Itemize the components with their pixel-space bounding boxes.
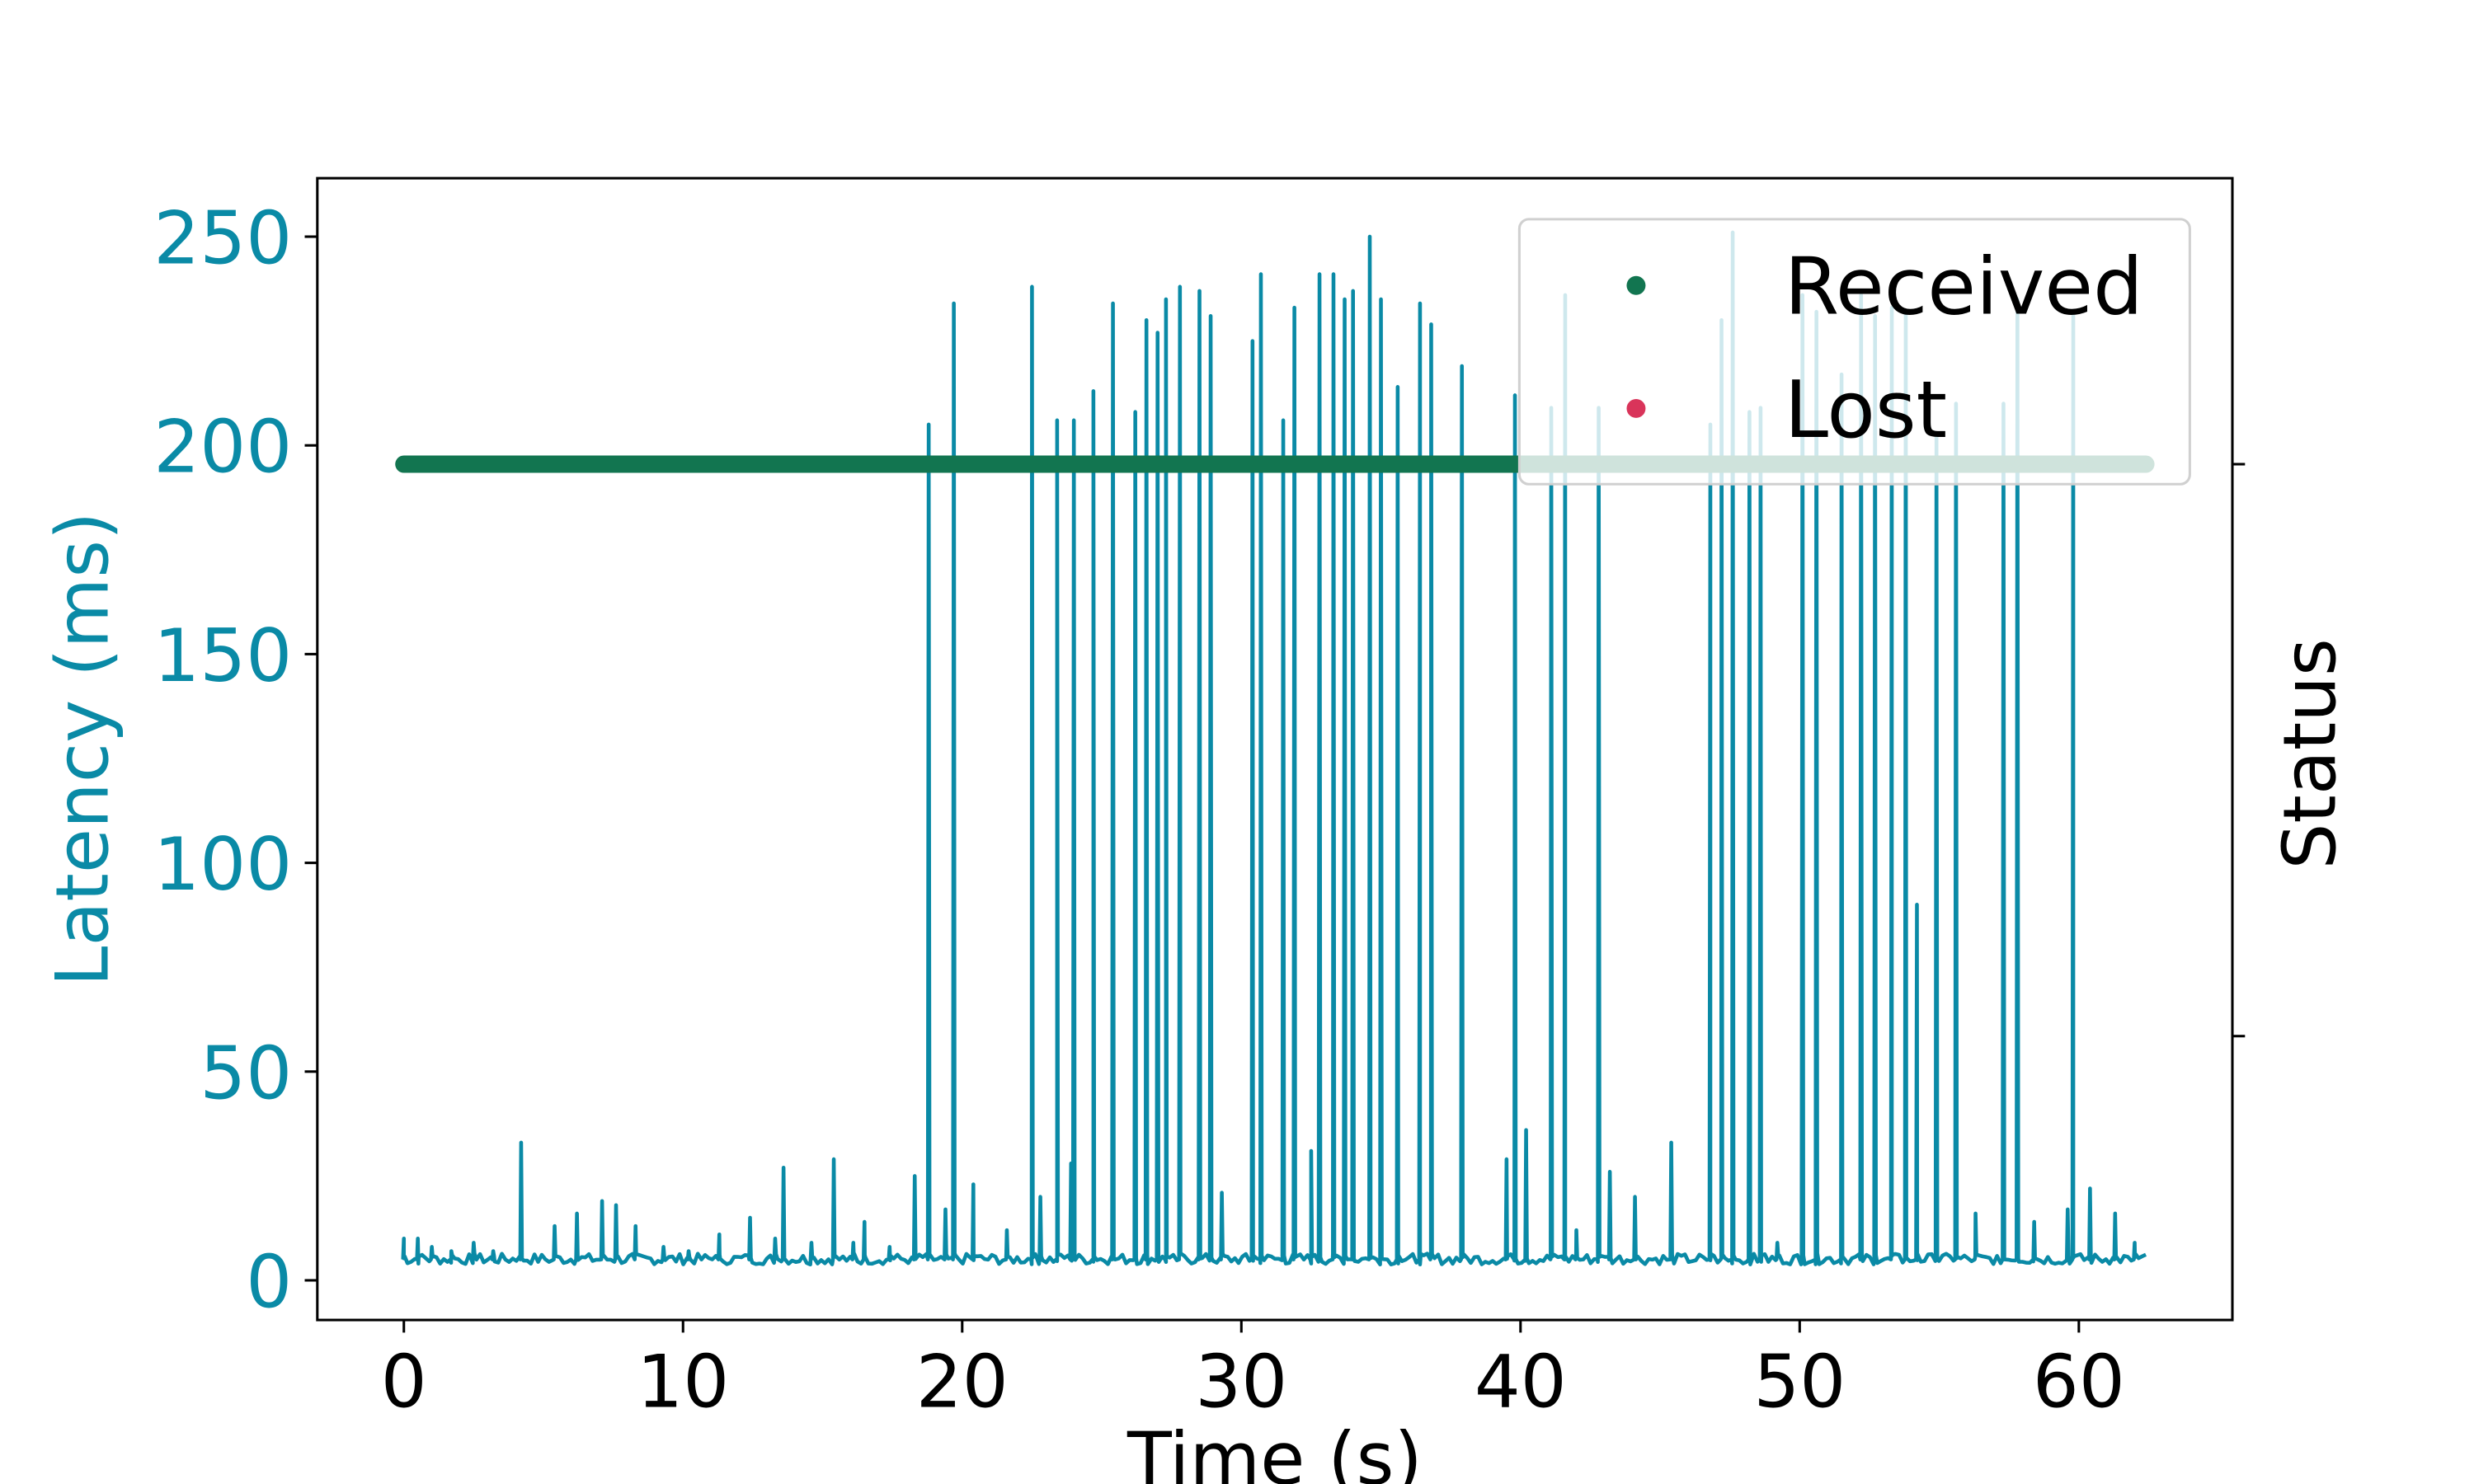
x-axis: 0 10 20 30 40 50 60	[381, 1320, 2125, 1424]
y-axis-left: 0 50 100 150 200 250	[153, 196, 317, 1324]
x-tick-label: 30	[1195, 1339, 1287, 1424]
legend-received-label: Received	[1785, 241, 2143, 333]
y-axis-right	[2232, 463, 2246, 1038]
x-axis-label: Time (s)	[1126, 1416, 1423, 1484]
y-tick-label: 250	[153, 196, 292, 281]
x-tick-label: 50	[1753, 1339, 1846, 1424]
legend-box	[1517, 218, 2191, 486]
y-axis-left-label: Latency (ms)	[40, 512, 125, 987]
y-tick-label: 100	[153, 822, 292, 907]
y-axis-right-label: Status	[2267, 638, 2352, 869]
legend-lost-label: Lost	[1785, 364, 1947, 456]
x-tick-label: 60	[2033, 1339, 2125, 1424]
y-tick-label: 50	[200, 1031, 292, 1115]
plot-frame	[316, 176, 2234, 1322]
legend-received-marker	[1626, 275, 1646, 295]
y-tick-label: 150	[153, 613, 292, 698]
x-tick-label: 40	[1475, 1339, 1567, 1424]
latency-series-line	[401, 230, 2147, 1267]
y-tick-label: 200	[153, 405, 292, 490]
x-tick-label: 20	[916, 1339, 1009, 1424]
y-tick-label: 0	[246, 1239, 292, 1324]
x-tick-label: 0	[381, 1339, 427, 1424]
x-tick-label: 10	[637, 1339, 729, 1424]
legend: Received Lost	[1517, 218, 2191, 486]
legend-lost-marker	[1626, 398, 1646, 418]
